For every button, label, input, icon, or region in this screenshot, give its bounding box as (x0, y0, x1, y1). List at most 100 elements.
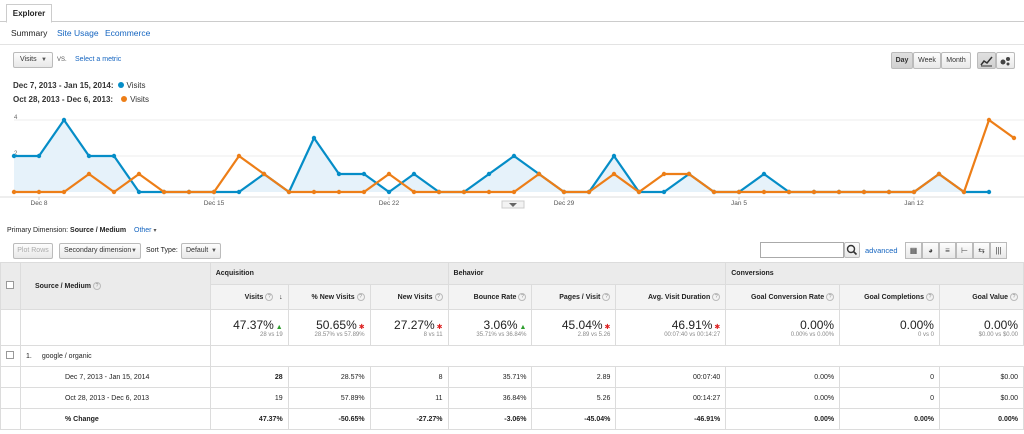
table-cell: 00:07:40 (615, 366, 727, 388)
subtab-site-usage[interactable]: Site Usage (57, 28, 99, 38)
summary-percent: 0.00% (800, 317, 835, 332)
data-point (386, 189, 392, 195)
percentage-pie-icon[interactable]: ◕ (922, 242, 939, 259)
col-goal-value-header[interactable]: Goal Value? (938, 284, 1024, 310)
select-all-checkbox-cell[interactable] (0, 262, 21, 310)
search-icon[interactable] (844, 242, 860, 258)
decrease-icon: ✱ (434, 323, 443, 331)
day-button[interactable]: Day (891, 52, 913, 69)
help-icon[interactable]: ? (602, 293, 611, 301)
table-cell: -46.91% (615, 408, 727, 430)
line-chart-icon[interactable] (977, 52, 996, 69)
group-row: 1. google / organic (0, 345, 1024, 367)
comparison-icon[interactable]: ⊢ (956, 242, 973, 259)
week-button[interactable]: Week (913, 52, 941, 69)
col-avg-duration-header[interactable]: Avg. Visit Duration? (615, 284, 727, 310)
col-bounce-rate-header[interactable]: Bounce Rate? (447, 284, 533, 310)
data-point (536, 171, 542, 177)
summary-comparison: 0.00% vs 0.00% (790, 331, 835, 338)
help-icon[interactable]: ? (434, 293, 443, 301)
pivot-icon[interactable]: ||| (990, 242, 1007, 259)
secondary-dimension-select[interactable]: Secondary dimension ▼ (59, 243, 141, 259)
data-point (911, 189, 917, 195)
data-point (686, 171, 692, 177)
data-point (761, 189, 767, 195)
sort-type-select[interactable]: Default ▼ (181, 243, 221, 259)
data-point (461, 189, 467, 195)
tab-explorer[interactable]: Explorer (6, 4, 52, 23)
help-icon[interactable]: ? (93, 282, 101, 290)
table-cell: $0.00 (938, 366, 1024, 388)
plot-rows-button[interactable]: Plot Rows (13, 243, 53, 259)
summary-comparison: 2.89 vs 5.26 (577, 331, 611, 338)
help-icon[interactable]: ? (712, 293, 721, 301)
summary-cell: 0.00% 0.00% vs 0.00% (725, 309, 841, 346)
select-metric-link[interactable]: Select a metric (75, 56, 122, 63)
help-icon[interactable]: ? (265, 293, 274, 301)
summary-cell: 47.37% ▲ 28 vs 19 (209, 309, 289, 346)
legend-current-range: Dec 7, 2013 - Jan 15, 2014: (13, 81, 114, 90)
row-checkbox-cell[interactable] (0, 345, 21, 367)
col-new-visits-header[interactable]: New Visits? (369, 284, 449, 310)
term-cloud-icon[interactable]: ⇆ (973, 242, 990, 259)
data-table-icon[interactable]: ▦ (905, 242, 922, 259)
data-point (611, 171, 617, 177)
x-tick-label: Dec 8 (31, 200, 48, 207)
performance-bar-icon[interactable]: ≡ (939, 242, 956, 259)
metric-select[interactable]: Visits ▼ (13, 52, 53, 68)
advanced-link[interactable]: advanced (865, 246, 898, 255)
x-tick-label: Dec 29 (554, 200, 575, 207)
subtab-ecommerce[interactable]: Ecommerce (105, 28, 151, 38)
y-tick-label: 4 (14, 115, 18, 121)
data-point (286, 189, 292, 195)
data-point (211, 189, 217, 195)
month-button[interactable]: Month (941, 52, 971, 69)
table-search-input[interactable] (760, 242, 844, 258)
col-goal-completions-header[interactable]: Goal Completions? (839, 284, 940, 310)
data-point (761, 171, 767, 177)
help-icon[interactable]: ? (518, 293, 527, 301)
legend-previous-range: Oct 28, 2013 - Dec 6, 2013: (13, 95, 114, 104)
legend-current: Dec 7, 2013 - Jan 15, 2014: Visits (13, 81, 145, 90)
table-cell: 28.57% (287, 366, 371, 388)
data-point (586, 189, 592, 195)
col-source-header[interactable]: Source / Medium? (19, 262, 211, 310)
data-point (261, 171, 267, 177)
motion-chart-icon[interactable] (996, 52, 1015, 69)
sort-down-icon[interactable]: ↓ (279, 293, 283, 301)
col-new-visits-pct-header[interactable]: % New Visits? (287, 284, 371, 310)
other-dimension-link[interactable]: Other ▾ (134, 227, 157, 234)
help-icon[interactable]: ? (356, 293, 365, 301)
header-row: Visits? ↓ % New Visits? New Visits? Boun… (1, 284, 1024, 310)
table-cell: 00:14:27 (615, 387, 727, 409)
data-point (111, 153, 117, 159)
summary-percent: 0.00% (983, 317, 1018, 332)
select-all-checkbox[interactable] (6, 281, 15, 289)
col-visits-header[interactable]: Visits? ↓ (209, 284, 289, 310)
summary-percent: 45.04% (561, 317, 603, 332)
row-label: Dec 7, 2013 - Jan 15, 2014 (19, 366, 211, 388)
summary-percent: 46.91% (671, 317, 713, 332)
summary-percent: 27.27% (394, 317, 435, 332)
summary-percent: 0.00% (899, 317, 934, 332)
google-organic-link[interactable]: google / organic (41, 352, 92, 360)
legend-previous-series: Visits (130, 95, 150, 104)
data-point (386, 171, 392, 177)
col-goal-conv-rate-header[interactable]: Goal Conversion Rate? (725, 284, 841, 310)
row-checkbox[interactable] (6, 351, 15, 359)
help-icon[interactable]: ? (1010, 293, 1018, 301)
x-tick-label: Jan 12 (904, 200, 924, 207)
summary-cell: 50.65% ✱ 28.57% vs 57.89% (287, 309, 371, 346)
col-pages-visit-header[interactable]: Pages / Visit? (531, 284, 617, 310)
table-cell: -3.06% (447, 408, 533, 430)
data-point (986, 189, 992, 195)
primary-dimension-label: Primary Dimension: (7, 227, 69, 234)
x-tick-label: Dec 22 (379, 200, 400, 207)
help-icon[interactable]: ? (826, 293, 835, 301)
data-point (236, 189, 242, 195)
help-icon[interactable]: ? (925, 293, 934, 301)
subtab-summary[interactable]: Summary (11, 28, 48, 38)
table-cell: 0.00% (725, 408, 841, 430)
table-cell: 0 (839, 387, 940, 409)
secondary-dimension-label: Secondary dimension (64, 247, 132, 254)
